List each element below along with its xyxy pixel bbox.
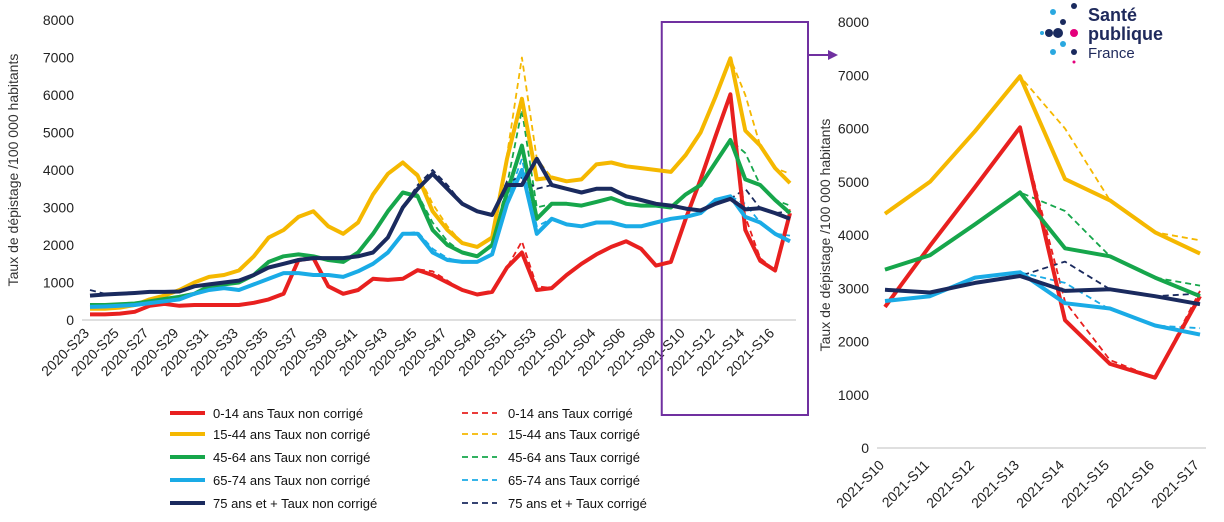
x-tick-label: 2021-S16	[1103, 457, 1157, 511]
y-tick-label: 0	[66, 312, 74, 328]
legend-label: 45-64 ans Taux corrigé	[508, 450, 640, 465]
legend-label: 15-44 ans Taux non corrigé	[213, 427, 370, 442]
legend-label: 45-64 ans Taux non corrigé	[213, 450, 370, 465]
legend-label: 0-14 ans Taux corrigé	[508, 406, 633, 421]
series-line-65-74-ans-taux-corrig	[884, 271, 1201, 330]
sante-publique-france-logo: Santé publique France	[1040, 3, 1163, 64]
y-tick-label: 3000	[838, 280, 869, 296]
zoom-highlight-box	[660, 21, 810, 416]
y-tick-label: 7000	[838, 67, 869, 83]
x-tick-label: 2021-S12	[923, 457, 977, 511]
zoom-chart: 0 1000 2000 3000 4000 5000 6000 7000 8000 Taux de…	[817, 14, 1206, 511]
legend-label: 75 ans et + Taux non corrigé	[213, 496, 377, 511]
y-tick-label: 1000	[838, 387, 869, 403]
series-line-15-44-ans-taux-non-corrig	[90, 56, 792, 311]
series-line-65-74-ans-taux-non-corrig	[884, 270, 1201, 337]
logo-line-3: France	[1088, 45, 1135, 62]
series-line-75-ans-et-taux-non-corrig	[89, 156, 791, 298]
series-line-0-14-ans-taux-non-corrig	[883, 125, 1202, 380]
legend-label: 75 ans et + Taux corrigé	[508, 496, 647, 511]
y-tick-label: 4000	[838, 227, 869, 243]
series-line-45-64-ans-taux-corrig	[90, 109, 791, 306]
logo-line-1: Santé	[1088, 5, 1137, 25]
y-axis-label: Taux de dépistage /100 000 habitants	[5, 54, 21, 287]
x-tick-label: 2021-S14	[1013, 457, 1067, 511]
y-tick-label: 6000	[838, 121, 869, 137]
y-tick-label: 2000	[43, 237, 74, 253]
logo-line-2: publique	[1088, 24, 1163, 44]
y-tick-label: 0	[861, 440, 869, 456]
y-tick-label: 5000	[43, 125, 74, 141]
series-line-0-14-ans-taux-corrig	[884, 126, 1201, 379]
series-line-15-44-ans-taux-non-corrig	[883, 74, 1201, 256]
main-chart: 0 1000 2000 3000 4000 5000 6000 7000 8000 Taux de…	[5, 12, 838, 416]
y-tick-label: 8000	[43, 12, 74, 28]
y-tick-label: 5000	[838, 174, 869, 190]
series-line-65-74-ans-taux-non-corrig	[89, 168, 791, 309]
y-tick-label: 6000	[43, 87, 74, 103]
series-line-45-64-ans-taux-corrig	[884, 191, 1201, 287]
y-tick-label: 2000	[838, 334, 869, 350]
y-tick-label: 1000	[43, 275, 74, 291]
series-line-45-64-ans-taux-non-corrig	[884, 190, 1201, 299]
legend-label: 65-74 ans Taux corrigé	[508, 473, 640, 488]
y-axis-label: Taux de dépistage /100 000 habitants	[817, 119, 833, 352]
y-tick-label: 3000	[43, 200, 74, 216]
legend-label: 15-44 ans Taux corrigé	[508, 427, 640, 442]
x-tick-label: 2021-S10	[833, 457, 887, 511]
x-tick-label: 2021-S17	[1148, 457, 1202, 511]
y-tick-label: 8000	[838, 14, 869, 30]
legend-label: 0-14 ans Taux non corrigé	[213, 406, 363, 421]
legend: 0-14 ans Taux non corrigé 15-44 ans Taux …	[170, 406, 647, 511]
legend-label: 65-74 ans Taux non corrigé	[213, 473, 370, 488]
y-tick-label: 7000	[43, 50, 74, 66]
x-tick-label: 2021-S13	[968, 457, 1022, 511]
zoom-arrow-icon	[828, 50, 838, 60]
series-line-75-ans-et-taux-non-corrig	[884, 274, 1201, 307]
y-tick-label: 4000	[43, 162, 74, 178]
series-line-0-14-ans-taux-non-corrig	[90, 92, 792, 317]
logo-dots-icon	[1040, 3, 1078, 64]
series-line-65-74-ans-taux-corrig	[89, 157, 791, 308]
x-tick-label: 2021-S15	[1058, 457, 1112, 511]
